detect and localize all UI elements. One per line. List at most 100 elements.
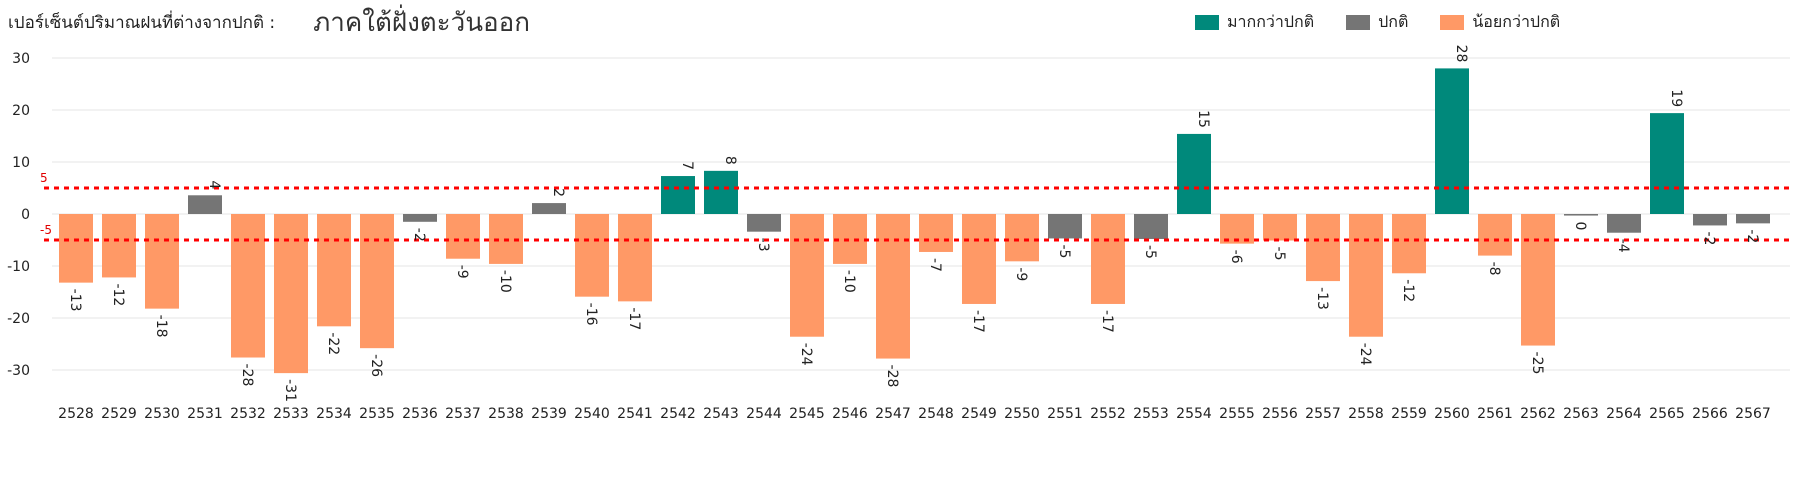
x-tick-label: 2528 [58,406,94,422]
legend-swatch-normal [1346,15,1371,30]
x-tick-label: 2559 [1391,406,1427,422]
bar-2565 [1650,113,1684,214]
data-label: 0 [1572,222,1588,231]
data-label: -24 [1357,343,1373,366]
threshold-label: 5 [40,171,48,185]
data-label: -12 [110,283,126,306]
data-label: -7 [927,258,943,272]
x-tick-label: 2561 [1477,406,1513,422]
bar-2553 [1134,214,1168,239]
x-tick-label: 2548 [918,406,954,422]
bar-2541 [618,214,652,302]
x-tick-label: 2541 [617,406,653,422]
data-label: -6 [1228,250,1244,264]
x-tick-label: 2550 [1004,406,1040,422]
x-tick-label: 2540 [574,406,610,422]
data-label: 19 [1668,89,1684,107]
data-label: -12 [1400,279,1416,302]
data-label: -10 [497,270,513,293]
legend-label-above: มากกว่าปกติ [1227,12,1315,31]
data-label: -5 [1271,247,1287,261]
x-tick-label: 2560 [1434,406,1470,422]
legend-label-normal: ปกติ [1378,12,1409,31]
x-tick-label: 2555 [1219,406,1255,422]
chart-legend: มากกว่าปกติ ปกติ น้อยกว่าปกติ [1195,10,1592,35]
x-tick-label: 2539 [531,406,567,422]
bar-2533 [274,214,308,374]
data-label: -18 [153,315,169,338]
bars [59,68,1770,374]
data-label: -8 [1486,262,1502,276]
x-tick-label: 2563 [1563,406,1599,422]
bar-2567 [1736,214,1770,224]
x-tick-label: 2531 [187,406,223,422]
bar-2540 [575,214,609,297]
legend-swatch-above [1195,15,1219,30]
bar-2548 [919,214,953,252]
y-tick-label: 20 [12,103,30,119]
chart-subtitle: เปอร์เซ็นต์ปริมาณฝนที่ต่างจากปกติ : [8,12,276,33]
data-label: -24 [798,343,814,366]
data-label: -9 [1013,267,1029,281]
x-tick-label: 2553 [1133,406,1169,422]
y-tick-label: 30 [12,51,30,67]
x-tick-label: 2536 [402,406,438,422]
y-tick-label: 10 [12,155,30,171]
data-label: 4 [206,180,222,189]
x-axis-ticks: 2528 2529 2530 2531 2532 2533 2534 2535 2536 2537… [58,406,1771,422]
bar-2557 [1306,214,1340,282]
bar-2545 [790,214,824,337]
bar-2537 [446,214,480,259]
bar-2543 [704,170,738,214]
x-tick-label: 2564 [1606,406,1642,422]
legend-item-above: มากกว่าปกติ [1195,10,1314,35]
data-label: -5 [1056,244,1072,258]
y-tick-label: -20 [7,311,30,327]
bar-2550 [1005,214,1039,262]
bar-2542 [661,176,695,214]
data-label: -2 [411,228,427,242]
bar-2566 [1693,214,1727,226]
x-tick-label: 2557 [1305,406,1341,422]
data-label: -31 [282,379,298,402]
x-tick-label: 2558 [1348,406,1384,422]
bar-2549 [962,214,996,304]
x-tick-label: 2534 [316,406,352,422]
bar-2536 [403,214,437,222]
x-tick-label: 2556 [1262,406,1298,422]
data-label: 28 [1453,45,1469,63]
x-tick-label: 2547 [875,406,911,422]
x-tick-label: 2537 [445,406,481,422]
bar-2554 [1177,133,1211,214]
x-tick-label: 2546 [832,406,868,422]
x-tick-label: 2532 [230,406,266,422]
data-label: -17 [626,307,642,330]
data-label: -28 [884,365,900,388]
bar-2530 [145,214,179,309]
legend-item-below: น้อยกว่าปกติ [1440,10,1560,35]
bar-2535 [360,214,394,349]
x-tick-label: 2543 [703,406,739,422]
bar-2544 [747,214,781,232]
x-tick-label: 2567 [1735,406,1771,422]
data-label: -17 [1099,310,1115,333]
bar-2559 [1392,214,1426,274]
x-tick-label: 2552 [1090,406,1126,422]
bar-2547 [876,214,910,359]
data-label: 2 [550,188,566,197]
x-tick-label: 2533 [273,406,309,422]
data-label: -2 [1744,229,1760,243]
data-label: -9 [454,265,470,279]
x-tick-label: 2549 [961,406,997,422]
bar-2531 [188,195,222,214]
bar-2556 [1263,214,1297,241]
y-tick-label: 0 [21,207,30,223]
data-label: -4 [1615,239,1631,253]
y-tick-label: -10 [7,259,30,275]
threshold-lines: 5 -5 [40,171,1790,242]
x-tick-label: 2554 [1176,406,1212,422]
data-label: 8 [722,156,738,165]
x-tick-label: 2562 [1520,406,1556,422]
legend-label-below: น้อยกว่าปกติ [1472,12,1561,31]
bar-2539 [532,203,566,214]
